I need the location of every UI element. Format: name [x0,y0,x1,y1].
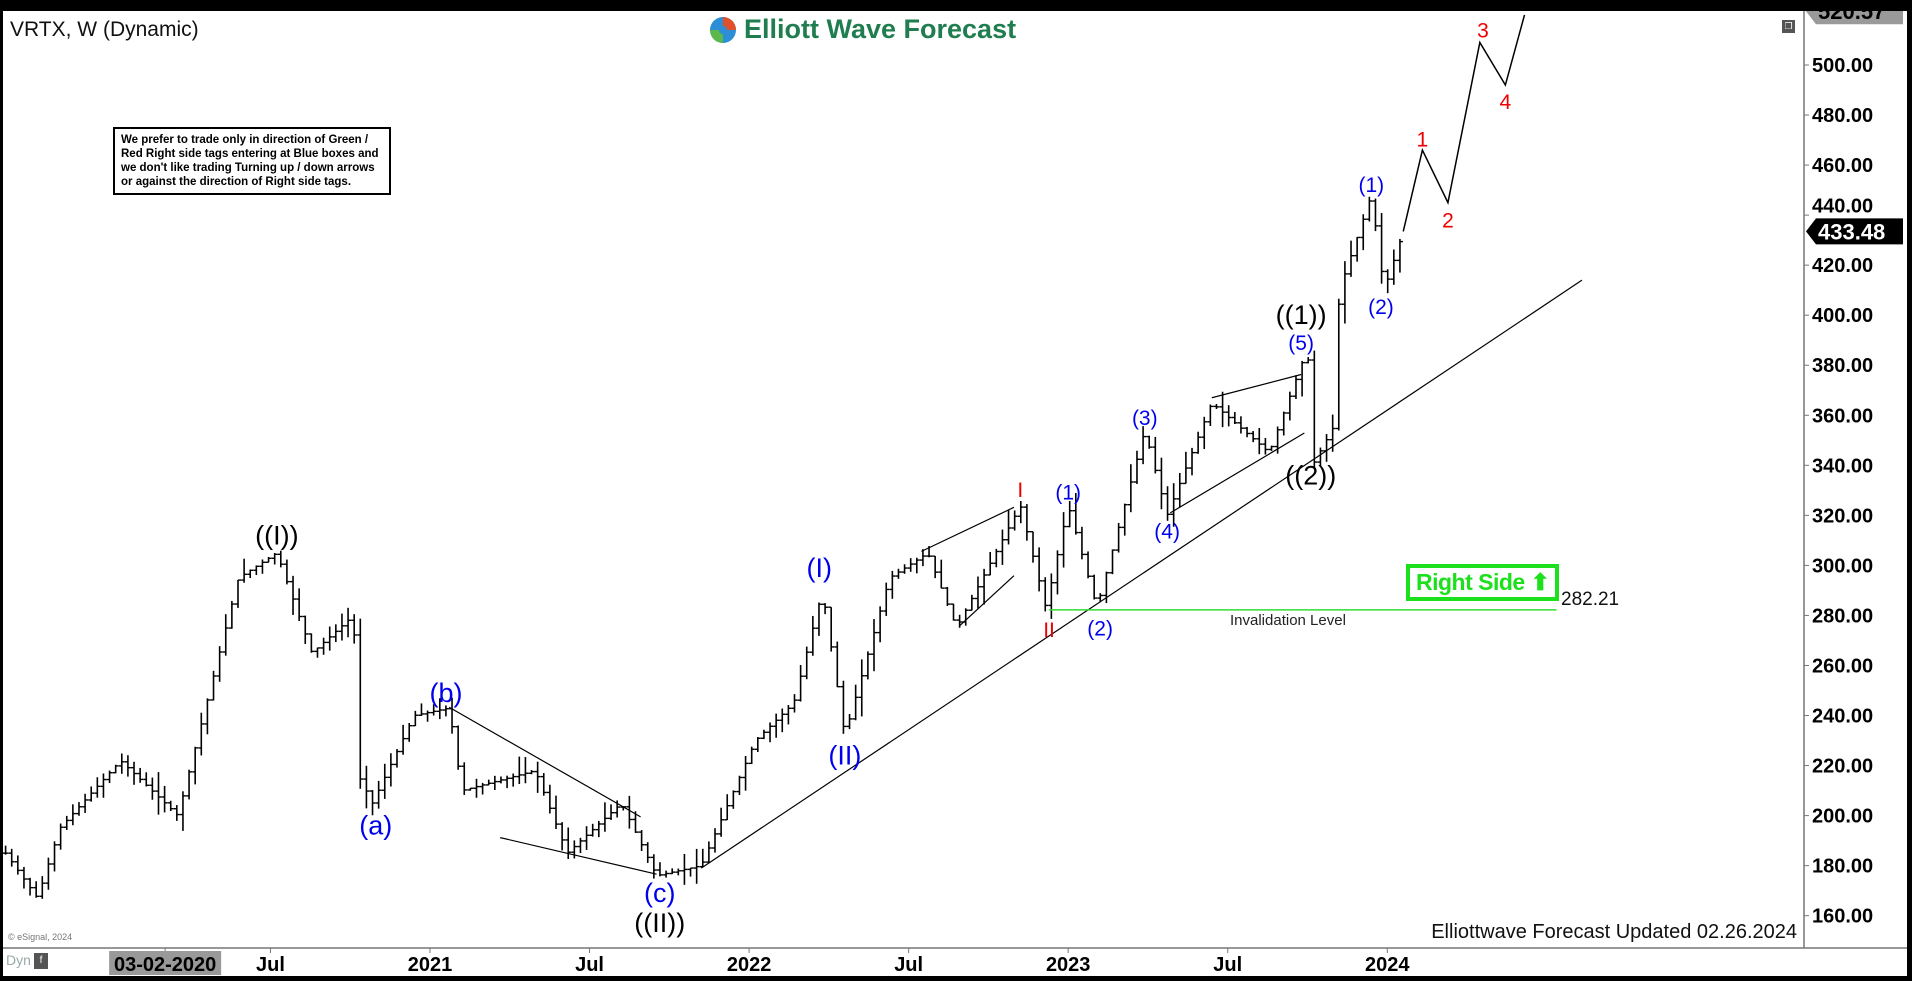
top-price-label-box [1806,11,1903,25]
restore-window-icon[interactable]: ❐ [1782,20,1795,33]
price-tick-label: 320.00 [1812,505,1873,527]
trendline [1211,373,1302,399]
date-tick-label: Jul [1213,954,1242,976]
date-tick-label: 2022 [727,954,772,976]
invalidation-label: Invalidation Level [1230,612,1346,629]
date-tick-label: 2024 [1365,954,1410,976]
price-tick-label: 480.00 [1812,105,1873,127]
wave-label: 1 [1417,129,1429,152]
price-tick-label: 420.00 [1812,255,1873,277]
wave-label: (2) [1087,618,1113,641]
right-side-tag: Right Side ⬆ [1406,564,1560,601]
price-tick-label: 400.00 [1812,305,1873,327]
arrow-up-icon: ⬆ [1530,569,1550,595]
trendline [921,506,1015,552]
wave-label: I [1017,479,1023,502]
price-axis [1804,11,1907,948]
wave-label: (a) [359,811,392,841]
price-tick-label: 340.00 [1812,455,1873,477]
time-axis [3,948,1907,976]
lock-icon[interactable]: f [34,953,48,969]
price-tick-label: 200.00 [1812,806,1873,828]
logo-icon [710,16,736,43]
price-tick-label: 280.00 [1812,605,1873,627]
date-tick-label: 03-02-2020 [114,954,216,976]
wave-label: (1) [1055,481,1081,504]
right-side-label: Right Side [1416,569,1525,595]
price-tick-label: 380.00 [1812,355,1873,377]
trendline [959,575,1015,627]
date-tick-label: Jul [256,954,285,976]
trendline [448,706,641,818]
wave-label: 4 [1500,91,1512,114]
logo-text: Elliott Wave Forecast [744,14,1017,44]
date-tick-label: 2021 [408,954,453,976]
wave-label: ((I)) [255,520,298,550]
wave-label: (3) [1132,407,1158,430]
projection-path [1402,14,1526,232]
price-tick-label: 180.00 [1812,856,1873,878]
copyright: © eSignal, 2024 [8,932,73,942]
wave-label: ((1)) [1276,300,1327,330]
wave-label: (4) [1154,520,1180,543]
price-chart[interactable]: 160.00 180.00 200.00 220.00 240.00 260.00 280.… [3,11,1907,976]
price-tick-label: 160.00 [1812,906,1873,928]
last-price-label: 433.48 [1818,219,1885,244]
last-price-label-box [1806,218,1903,245]
date-tick-label: Jul [894,954,923,976]
wave-label: (II) [828,741,861,771]
chart-title: VRTX, W (Dynamic) [10,18,199,41]
wave-label: (b) [429,678,462,708]
wave-label: ((2)) [1285,460,1336,490]
top-price-label: 520.57 [1818,11,1885,24]
date-highlight [109,951,222,975]
wave-label: (1) [1359,174,1385,197]
price-tick-label: 440.00 [1812,195,1873,217]
date-tick-label: 2023 [1046,954,1091,976]
price-tick-label: 240.00 [1812,706,1873,728]
price-tick-label: 460.00 [1812,155,1873,177]
wave-label: ((II)) [634,908,685,938]
wave-label: (5) [1288,332,1314,355]
dyn-label: Dyn [6,952,31,968]
trading-note: We prefer to trade only in direction of … [113,127,391,195]
trendline [700,279,1583,869]
wave-label: (c) [644,878,675,908]
updated-caption: Elliottwave Forecast Updated 02.26.2024 [1431,921,1797,943]
logo: Elliott Wave Forecast [708,14,1016,45]
price-tick-label: 500.00 [1812,55,1873,77]
price-tick-label: 260.00 [1812,655,1873,677]
price-tick-label: 220.00 [1812,756,1873,778]
invalidation-value: 282.21 [1561,589,1620,610]
wave-label: 2 [1442,210,1454,233]
wave-label: (2) [1368,296,1394,319]
date-tick-label: Jul [575,954,604,976]
wave-label: II [1043,619,1055,642]
price-tick-label: 360.00 [1812,405,1873,427]
wave-label: 3 [1477,19,1489,42]
trendline [1170,432,1305,514]
trendline [500,837,657,875]
price-tick-label: 300.00 [1812,555,1873,577]
wave-label: (I) [807,553,832,583]
